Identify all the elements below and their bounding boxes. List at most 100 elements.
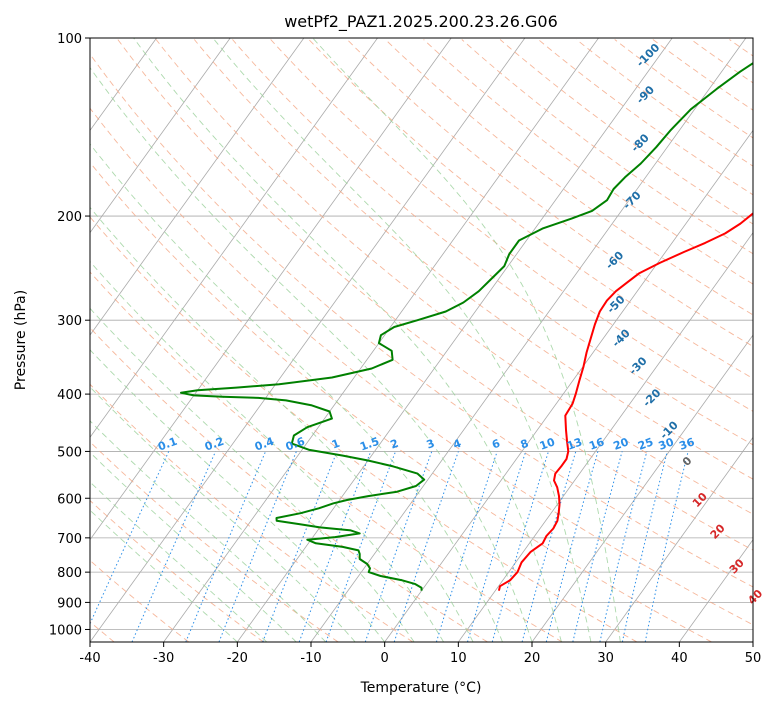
mixing-ratio-line <box>262 451 338 642</box>
moist-adiabat-line <box>90 386 356 642</box>
x-tick-label: -30 <box>153 651 174 666</box>
dry-adiabat-line <box>90 216 638 642</box>
mixing-ratio-label: 2 <box>389 437 401 452</box>
plot-area <box>90 38 753 642</box>
moist-adiabat-line <box>312 38 621 642</box>
isotherm-line <box>90 38 231 234</box>
dry-adiabat-line <box>90 161 712 642</box>
mixing-ratio-label: 0.6 <box>284 435 307 454</box>
x-tick-label: -40 <box>79 651 100 666</box>
dry-adiabat-line <box>117 39 753 551</box>
x-tick-label: 10 <box>450 651 467 666</box>
mixing-ratio-label: 10 <box>538 435 557 453</box>
mixing-ratio-line <box>599 451 648 642</box>
dry-adiabat-line <box>308 39 753 380</box>
dry-adiabat-line <box>576 39 753 167</box>
y-tick-label: 500 <box>57 445 82 460</box>
mixing-ratio-line <box>298 451 372 642</box>
mixing-ratio-label: 25 <box>636 435 655 452</box>
mixing-ratio-line <box>491 451 549 642</box>
mixing-ratio-line <box>572 451 623 642</box>
mixing-ratio-label: 36 <box>678 435 697 453</box>
mixing-ratio-label: 30 <box>657 435 676 453</box>
dry-adiabat-line <box>90 383 414 642</box>
mixing-ratio-label: 16 <box>587 435 606 453</box>
moist-adiabat-line <box>90 206 474 642</box>
y-tick-label: 800 <box>57 566 82 581</box>
moist-adiabat-line <box>212 38 592 642</box>
y-tick-label: 700 <box>57 532 82 547</box>
moist-adiabat-line <box>90 451 297 642</box>
mixing-ratio-line <box>364 451 433 642</box>
dry-adiabat-line <box>90 107 753 626</box>
dry-adiabat-line <box>499 39 753 225</box>
mixing-ratio-line <box>435 451 498 642</box>
isobar-gridlines <box>90 38 753 630</box>
isotherm-line <box>90 38 305 336</box>
mixing-ratio-label: 4 <box>451 437 463 452</box>
isotherm-line <box>605 436 753 642</box>
isotherm-line <box>163 38 599 642</box>
x-axis-ticks: -40 -30 -20 -10 0 10 20 30 40 50 <box>79 642 761 666</box>
isotherm-line <box>384 129 753 642</box>
moist-adiabat-line <box>90 66 533 642</box>
mixing-ratio-label: 0.1 <box>156 435 179 454</box>
moist-adiabat-line <box>90 349 386 642</box>
dry-adiabat-line <box>423 39 753 285</box>
dry-adiabat-line <box>155 39 753 515</box>
dry-adiabat-line <box>90 53 753 588</box>
dry-adiabat-line <box>461 39 753 255</box>
dry-adiabat-line <box>90 499 264 642</box>
isotherm-line <box>679 539 753 642</box>
mixing-ratio-lines <box>90 451 689 642</box>
y-tick-label: 300 <box>57 314 82 329</box>
y-axis-title: Pressure (hPa) <box>13 290 29 390</box>
chart-title: wetPf2_PAZ1.2025.200.23.26.G06 <box>284 12 558 32</box>
y-tick-label: 400 <box>57 388 82 403</box>
moist-adiabat-line <box>133 38 562 642</box>
dry-adiabat-line <box>193 39 753 480</box>
isotherm-line <box>90 38 452 541</box>
y-tick-label: 1000 <box>49 623 82 638</box>
dry-adiabat-line <box>232 39 753 446</box>
x-tick-label: -20 <box>227 651 248 666</box>
sounding-series <box>180 61 753 591</box>
moist-adiabat-line <box>90 509 238 642</box>
mixing-ratio-label: 0.4 <box>253 435 276 454</box>
mixing-ratio-line <box>185 451 267 642</box>
dry-adiabat-line <box>270 39 753 412</box>
dry-adiabat-line <box>90 327 488 642</box>
dry-adiabat-line <box>538 39 753 196</box>
mixing-ratio-label: 8 <box>519 437 531 452</box>
x-tick-label: -10 <box>300 651 321 666</box>
mixing-ratio-line <box>393 451 459 642</box>
dewpoint-profile-line <box>180 61 753 591</box>
isotherm-line <box>531 334 753 642</box>
moist-adiabat-line <box>90 307 415 642</box>
mixing-ratio-label: 0.2 <box>203 435 226 454</box>
mixing-ratio-line <box>521 451 577 642</box>
x-axis-title: Temperature (°C) <box>360 680 482 696</box>
moist-adiabat-line <box>90 481 268 642</box>
mixing-ratio-line <box>467 451 527 642</box>
x-tick-label: 40 <box>671 651 688 666</box>
x-tick-label: 0 <box>381 651 389 666</box>
moist-adiabat-line <box>90 260 444 642</box>
y-axis-ticks: 100 200 300 400 500 600 700 800 900 1000 <box>49 32 90 638</box>
x-tick-label: 20 <box>524 651 541 666</box>
mixing-ratio-label: 1 <box>330 437 342 452</box>
plot-frame <box>89 37 754 643</box>
isotherm-line <box>458 232 753 642</box>
x-tick-label: 30 <box>597 651 614 666</box>
mixing-ratio-label: 3 <box>425 437 437 452</box>
moist-adiabat-lines <box>90 38 621 642</box>
dry-adiabat-lines <box>90 39 753 642</box>
temperature-profile-line <box>497 212 753 591</box>
y-tick-label: 100 <box>57 32 82 47</box>
isotherm-line <box>90 38 526 642</box>
mixing-ratio-line <box>545 451 599 642</box>
mixing-ratio-label: 1.5 <box>358 435 381 454</box>
x-tick-label: 50 <box>745 651 762 666</box>
